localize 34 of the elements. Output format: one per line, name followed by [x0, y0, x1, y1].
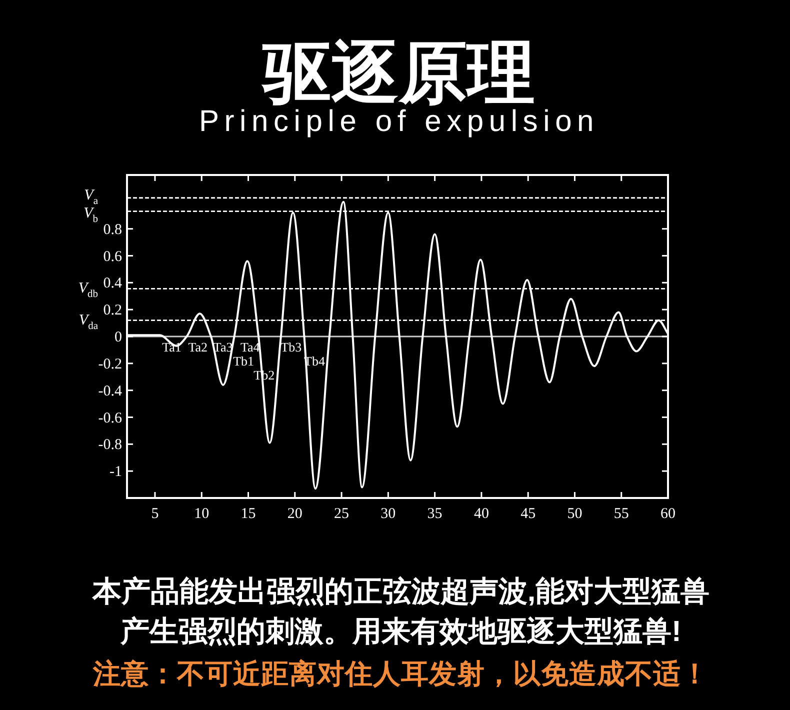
y-tick-label: -1	[110, 464, 122, 480]
y-tick-label: -0.2	[98, 356, 122, 372]
y-tick-label: 0.6	[103, 248, 122, 265]
ref-line-label: V$_{b}$	[84, 206, 98, 226]
y-tick-label: 0.4	[103, 276, 122, 292]
x-tick-label: 25	[334, 506, 350, 522]
y-tick-label: -0.4	[98, 383, 122, 400]
y-tick-label: 0	[114, 330, 122, 346]
text: 产生强烈的刺激。用来有效地驱逐大型猛兽!	[120, 615, 682, 648]
y-tick-label: -0.6	[98, 410, 122, 426]
x-tick-label: 50	[567, 506, 582, 522]
x-tick-label: 5	[151, 506, 159, 522]
annotation: Ta4	[240, 340, 260, 354]
x-tick-label: 60	[660, 506, 676, 522]
x-tick-label: 45	[520, 506, 536, 522]
annotation: Ta2	[188, 340, 208, 354]
chart-subtitle: Principle of expulsion	[198, 105, 600, 138]
x-tick-label: 15	[240, 506, 256, 522]
x-tick-label: 30	[380, 506, 396, 522]
x-tick-label: 55	[614, 506, 629, 522]
ref-line-label: V$_{da}$	[78, 312, 98, 332]
annotation: Tb1	[233, 354, 254, 368]
y-tick-label: 0.2	[103, 302, 122, 319]
x-tick-label: 40	[474, 506, 489, 522]
text: 注意：不可近距离对住人耳发射，以免造成不适！	[92, 658, 709, 689]
annotation: Tb3	[280, 340, 302, 354]
ref-line-label: V$_{db}$	[78, 280, 98, 300]
x-tick-label: 35	[427, 506, 442, 522]
y-tick-label: 0.8	[103, 222, 122, 238]
text: 本产品能发出强烈的正弦波超声波,能对大型猛兽	[91, 575, 710, 608]
ref-line-label: V$_{a}$	[84, 188, 98, 208]
x-tick-label: 20	[287, 506, 302, 522]
x-tick-label: 10	[194, 506, 210, 522]
y-tick-label: -0.8	[98, 437, 122, 454]
